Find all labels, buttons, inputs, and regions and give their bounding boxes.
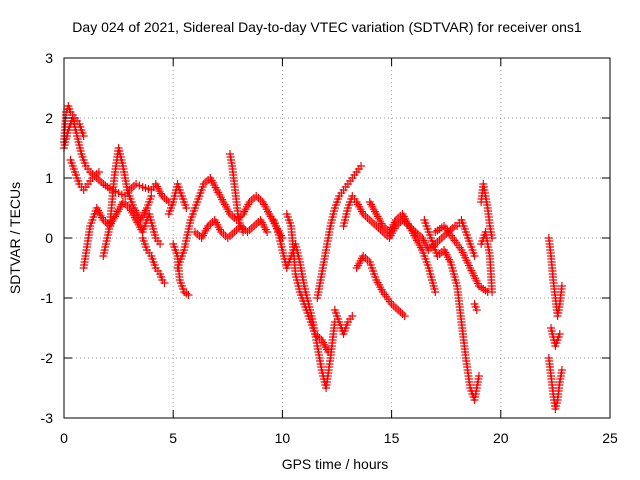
data-track <box>282 210 333 356</box>
x-tick-label: 20 <box>493 430 509 446</box>
data-track <box>544 234 566 320</box>
data-point <box>357 162 366 170</box>
data-track <box>313 162 366 302</box>
data-track <box>352 252 409 320</box>
x-tick-label: 10 <box>275 430 291 446</box>
data-point <box>182 204 191 212</box>
x-tick-label: 0 <box>60 430 68 446</box>
data-track <box>365 198 440 296</box>
data-point <box>472 306 481 314</box>
data-point <box>555 330 564 338</box>
data-point <box>132 180 141 188</box>
data-point <box>94 168 103 176</box>
data-point <box>160 279 169 287</box>
data-point <box>488 288 497 296</box>
data-points <box>60 102 566 413</box>
data-point <box>400 312 409 320</box>
data-point <box>263 228 272 236</box>
y-tick-label: -1 <box>41 290 54 306</box>
x-tick-label: 25 <box>602 430 618 446</box>
data-point <box>474 372 483 380</box>
data-point <box>348 312 357 320</box>
data-track <box>477 228 497 296</box>
data-track <box>66 156 103 194</box>
data-track <box>420 216 483 404</box>
data-track <box>330 306 357 338</box>
data-track <box>164 180 191 218</box>
data-point <box>117 190 126 199</box>
data-track <box>138 234 169 287</box>
y-axis-label: SDTVAR / TECUs <box>7 182 23 294</box>
y-tick-label: 1 <box>45 170 53 186</box>
chart-title: Day 024 of 2021, Sidereal Day-to-day VTE… <box>72 19 582 35</box>
y-tick-label: -2 <box>41 350 54 366</box>
data-track <box>173 174 287 272</box>
data-point <box>239 228 248 236</box>
data-track <box>453 216 479 260</box>
data-point <box>324 348 333 356</box>
data-track <box>477 180 497 242</box>
data-track <box>470 300 481 314</box>
x-tick-label: 15 <box>384 430 400 446</box>
data-point <box>557 282 566 290</box>
data-point <box>431 288 440 296</box>
x-axis-label: GPS time / hours <box>282 456 389 472</box>
data-point <box>184 291 193 299</box>
data-point <box>147 192 156 200</box>
data-point <box>156 240 165 248</box>
data-track <box>99 144 156 260</box>
data-track <box>431 222 492 296</box>
data-point <box>135 181 144 190</box>
y-tick-label: 0 <box>45 230 53 246</box>
x-tick-label: 5 <box>169 430 177 446</box>
data-track <box>225 150 248 236</box>
y-tick-label: 3 <box>45 50 53 66</box>
y-tick-label: 2 <box>45 110 53 126</box>
data-track <box>544 354 566 413</box>
data-point <box>557 366 566 374</box>
data-point <box>79 132 88 140</box>
data-track <box>60 114 173 206</box>
data-point <box>470 252 479 260</box>
y-tick-label: -3 <box>41 410 54 426</box>
data-track <box>547 324 564 350</box>
